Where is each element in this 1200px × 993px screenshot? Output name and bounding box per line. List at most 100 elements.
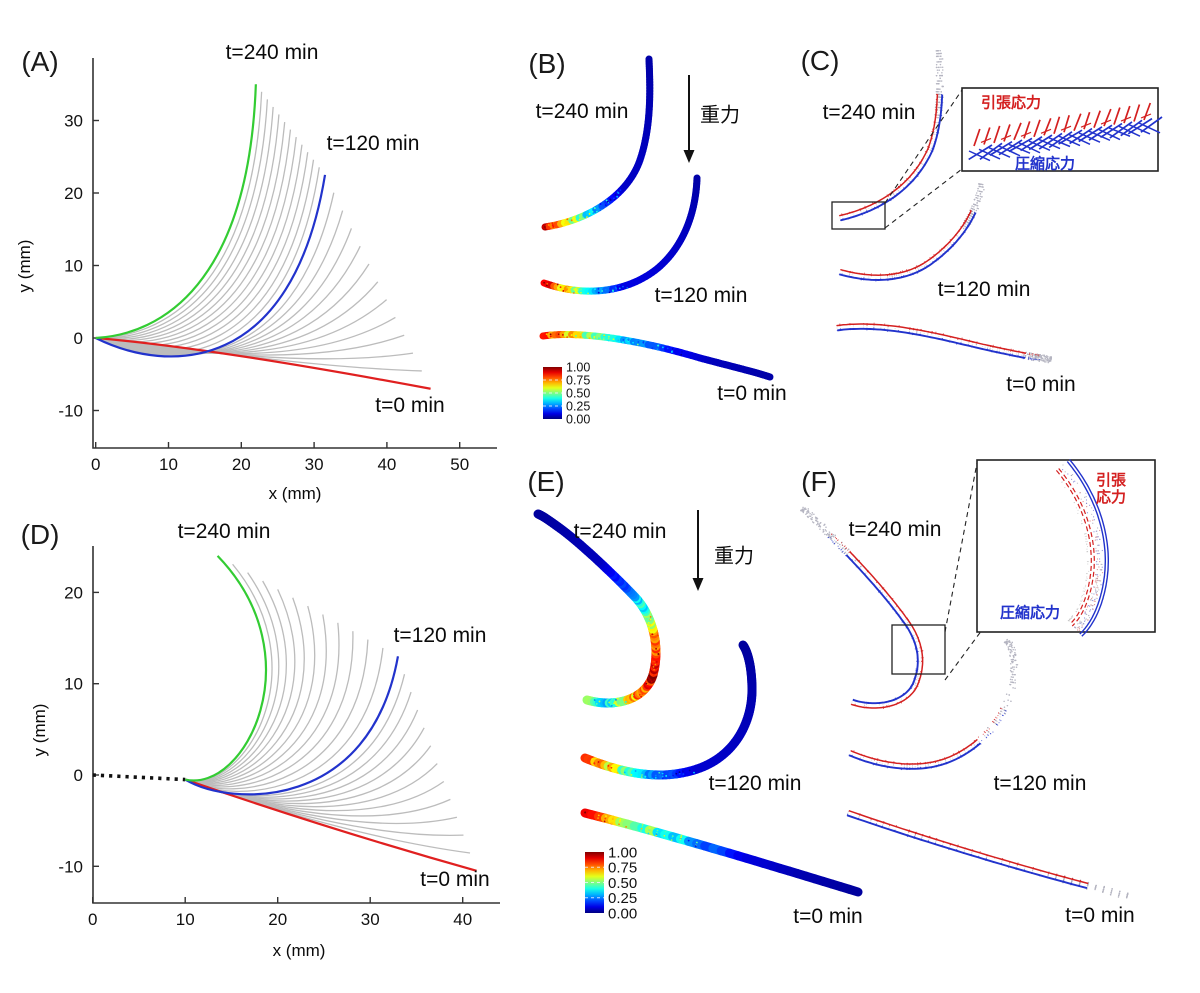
curve-t120	[184, 656, 400, 796]
stress-stem	[848, 638, 1019, 771]
panel-f-tension-label: 引張 応力	[1096, 472, 1126, 506]
svg-text:0.25: 0.25	[566, 400, 590, 414]
zoom-rect	[831, 201, 886, 230]
panel-a-xaxis-title: x (mm)	[268, 484, 322, 503]
stress-inset	[961, 87, 1163, 172]
panel-d-xaxis-title: x (mm)	[272, 941, 326, 960]
svg-text:0: 0	[88, 910, 97, 929]
svg-text:30: 30	[64, 112, 83, 131]
panel-e-plot: 1.000.750.500.250.00	[533, 509, 863, 922]
svg-text:0.50: 0.50	[566, 387, 590, 401]
fem-stem	[533, 509, 661, 708]
panel-e-label-t120: t=120 min	[708, 772, 802, 795]
fem-stem	[539, 331, 774, 381]
panel-c-tag: (C)	[800, 45, 840, 76]
panel-f-plot	[800, 459, 1156, 899]
svg-text:0: 0	[74, 766, 83, 785]
svg-text:0.75: 0.75	[566, 374, 590, 388]
panel-e-tag: (E)	[527, 466, 565, 497]
panel-b-plot: 1.000.750.500.250.00	[539, 55, 774, 427]
curve-t0	[95, 336, 431, 390]
svg-text:20: 20	[64, 184, 83, 203]
stress-stem	[836, 322, 1053, 364]
curve-t240	[184, 555, 268, 782]
gravity-arrowhead	[692, 578, 704, 591]
svg-text:0.25: 0.25	[608, 890, 637, 907]
zoom-rect	[891, 624, 946, 675]
panel-e-label-t240: t=240 min	[573, 520, 667, 543]
svg-text:10: 10	[159, 455, 178, 474]
panel-b-label-t240: t=240 min	[535, 100, 629, 123]
panel-b-label-t0: t=0 min	[717, 382, 787, 405]
panel-a-yaxis-title: y (mm)	[15, 239, 34, 293]
svg-text:10: 10	[64, 675, 83, 694]
svg-text:10: 10	[64, 257, 83, 276]
svg-text:0: 0	[74, 329, 83, 348]
stress-stem	[838, 183, 985, 282]
svg-text:-10: -10	[58, 402, 83, 421]
svg-text:30: 30	[305, 455, 324, 474]
panel-f-tension-line2: 応力	[1095, 489, 1127, 506]
fem-stem	[541, 55, 654, 231]
svg-text:10: 10	[176, 910, 195, 929]
panel-f-label-t0: t=0 min	[1065, 904, 1135, 927]
inset-connector	[884, 168, 963, 229]
panel-f-label-t120: t=120 min	[993, 772, 1087, 795]
svg-text:50: 50	[450, 455, 469, 474]
fem-stem	[540, 174, 701, 295]
panel-f-label-t240: t=240 min	[848, 518, 942, 541]
panel-a-tag: (A)	[21, 46, 59, 77]
panel-b-tag: (B)	[528, 48, 566, 79]
panel-c-label-t240: t=240 min	[822, 101, 916, 124]
svg-text:20: 20	[232, 455, 251, 474]
panel-e-label-t0: t=0 min	[793, 905, 863, 928]
stress-stem	[838, 50, 944, 222]
fem-stem	[580, 640, 757, 780]
panel-a-plot: 0 10 20 30 40 50 -10 0 10 20 30	[58, 58, 497, 474]
panel-d-label-t240: t=240 min	[177, 520, 271, 543]
svg-text:0.50: 0.50	[608, 875, 637, 892]
curve-t120	[95, 174, 327, 358]
svg-text:0: 0	[91, 455, 100, 474]
svg-text:40: 40	[377, 455, 396, 474]
panel-d-yaxis-title: y (mm)	[30, 703, 49, 757]
panel-a-label-t0: t=0 min	[375, 394, 445, 417]
panel-c-label-t120: t=120 min	[937, 278, 1031, 301]
panel-f-compression-label: 圧縮応力	[999, 604, 1061, 622]
panel-b-gravity-label: 重力	[700, 104, 740, 127]
svg-text:30: 30	[361, 910, 380, 929]
svg-text:40: 40	[453, 910, 472, 929]
gravity-arrowhead	[683, 150, 695, 163]
panel-d-label-t0: t=0 min	[420, 868, 490, 891]
panel-c-plot	[831, 50, 1163, 364]
stress-inset	[976, 459, 1156, 637]
svg-text:20: 20	[64, 583, 83, 602]
panel-f-tension-line1: 引張	[1095, 472, 1127, 489]
panel-c-tension-label: 引張応力	[980, 94, 1042, 112]
inset-connector	[944, 462, 978, 633]
panel-d-tag: (D)	[20, 519, 60, 550]
panel-d-plot: 0 10 20 30 40 -10 0 10 20	[58, 546, 500, 929]
inset-connector	[944, 629, 983, 681]
panel-d-label-t120: t=120 min	[393, 624, 487, 647]
panel-e-gravity-label: 重力	[714, 545, 754, 568]
fem-stem	[580, 808, 863, 897]
svg-text:20: 20	[268, 910, 287, 929]
panel-a-label-t240: t=240 min	[225, 41, 319, 64]
svg-text:0.75: 0.75	[608, 860, 637, 877]
panel-f-tag: (F)	[801, 466, 837, 497]
svg-text:0.00: 0.00	[566, 413, 590, 427]
svg-text:1.00: 1.00	[608, 844, 637, 861]
panel-b-label-t120: t=120 min	[654, 284, 748, 307]
panel-c-label-t0: t=0 min	[1006, 373, 1076, 396]
svg-text:0.00: 0.00	[608, 905, 637, 922]
svg-text:1.00: 1.00	[566, 361, 590, 375]
stress-stem	[846, 809, 1129, 899]
panel-c-compression-label: 圧縮応力	[1014, 155, 1076, 173]
curve-t240	[95, 84, 257, 340]
inset-connector	[884, 89, 963, 204]
panel-a-label-t120: t=120 min	[326, 132, 420, 155]
svg-text:-10: -10	[58, 857, 83, 876]
